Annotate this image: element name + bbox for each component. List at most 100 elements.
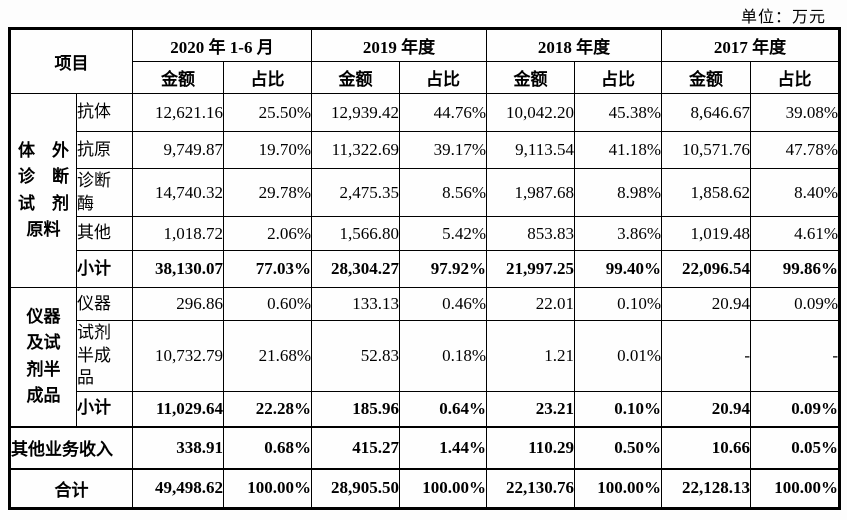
amount-cell: 9,749.87 [132,131,224,169]
amount-cell: 49,498.62 [132,467,224,509]
header-row-periods: 项目 2020 年 1-6 月 2019 年度 2018 年度 2017 年度 [9,28,841,94]
row-label: 试剂 半成 品 [76,320,133,392]
amount-header-cell: 金额 [661,61,752,94]
ratio-cell: 44.76% [399,93,488,132]
ratio-cell: 0.05% [750,425,841,469]
ratio-cell: 3.86% [574,216,663,251]
amount-cell: 1,019.48 [661,216,752,251]
table-row: 抗原 9,749.87 19.70% 11,322.69 39.17% 9,11… [10,131,841,169]
other-income-row: 其他业务收入 338.91 0.68% 415.27 1.44% 110.29 … [9,425,841,469]
ratio-header-cell: 占比 [574,61,663,94]
table-row: 仪器 及试 剂半 成品 仪器 296.86 0.60% 133.13 0.46%… [9,287,841,427]
ratio-cell: 4.61% [750,216,841,251]
ratio-cell: 0.50% [574,425,663,469]
row-label: 抗原 [76,131,133,169]
ratio-cell: 22.28% [222,391,313,427]
amount-cell: 11,029.64 [132,391,224,427]
ratio-cell: 45.38% [574,93,663,132]
item-header-cell: 项目 [9,28,133,94]
ratio-cell: 21.68% [222,320,313,392]
subtotal-row: 小计 38,130.07 77.03% 28,304.27 97.92% 21,… [10,250,841,288]
amount-cell: 14,740.32 [132,168,224,217]
amount-cell: 12,621.16 [132,93,224,132]
ratio-cell: 8.56% [399,168,488,217]
ratio-cell: 100.00% [222,467,313,509]
ratio-cell: 0.09% [750,391,841,427]
period-header-2018: 2018 年度 [486,28,663,62]
amount-cell: 185.96 [311,391,401,427]
amount-cell: 10,042.20 [486,93,576,132]
amount-cell: 22,096.54 [661,250,752,288]
subtotal-row: 小计 11,029.64 22.28% 185.96 0.64% 23.21 0… [10,391,841,427]
amount-cell: 11,322.69 [311,131,401,169]
ratio-cell: 100.00% [750,467,841,509]
amount-cell: 110.29 [486,425,576,469]
amount-cell: 23.21 [486,391,576,427]
ratio-cell: 25.50% [222,93,313,132]
amount-cell: 9,113.54 [486,131,576,169]
ratio-cell: 0.09% [750,287,841,321]
amount-cell: 38,130.07 [132,250,224,288]
ratio-cell: 29.78% [222,168,313,217]
amount-cell: 12,939.42 [311,93,401,132]
ratio-cell: 47.78% [750,131,841,169]
row-label: 其他业务收入 [9,425,133,469]
ratio-cell: 8.98% [574,168,663,217]
amount-cell: 22.01 [486,287,576,321]
ratio-cell: 0.68% [222,425,313,469]
amount-cell: 28,905.50 [311,467,401,509]
row-label: 合计 [9,467,133,509]
row-label: 抗体 [76,93,133,132]
period-header-2017: 2017 年度 [661,28,841,62]
ratio-cell: 8.40% [750,168,841,217]
amount-header-cell: 金额 [311,61,401,94]
ratio-cell: 100.00% [399,467,488,509]
ratio-cell: - [750,320,841,392]
amount-cell: 296.86 [132,287,224,321]
period-header-2019: 2019 年度 [311,28,488,62]
ratio-cell: 0.46% [399,287,488,321]
amount-cell: 1,566.80 [311,216,401,251]
amount-cell: 1.21 [486,320,576,392]
ratio-cell: 5.42% [399,216,488,251]
amount-cell: 1,987.68 [486,168,576,217]
table-row: 其他 1,018.72 2.06% 1,566.80 5.42% 853.83 … [10,216,841,251]
amount-cell: 10,732.79 [132,320,224,392]
amount-header-cell: 金额 [486,61,576,94]
row-label: 仪器 [76,287,133,321]
ratio-cell: 0.10% [574,287,663,321]
revenue-breakdown-table: 项目 2020 年 1-6 月 2019 年度 2018 年度 2017 年度 … [8,27,842,510]
amount-cell: 8,646.67 [661,93,752,132]
ratio-cell: 0.01% [574,320,663,392]
ratio-header-cell: 占比 [222,61,313,94]
ratio-cell: 1.44% [399,425,488,469]
ratio-header-cell: 占比 [399,61,488,94]
header-row-measures: 金额 占比 金额 占比 金额 占比 金额 占比 [10,61,841,94]
amount-cell: 338.91 [132,425,224,469]
ratio-cell: 0.18% [399,320,488,392]
ratio-cell: 0.10% [574,391,663,427]
ratio-cell: 39.17% [399,131,488,169]
amount-cell: 20.94 [661,287,752,321]
amount-cell: 415.27 [311,425,401,469]
amount-cell: 1,018.72 [132,216,224,251]
amount-cell: 28,304.27 [311,250,401,288]
table-row: 试剂 半成 品 10,732.79 21.68% 52.83 0.18% 1.2… [10,320,841,392]
amount-header-cell: 金额 [132,61,224,94]
row-label: 小计 [76,250,133,288]
ratio-cell: 2.06% [222,216,313,251]
amount-cell: 22,128.13 [661,467,752,509]
ratio-cell: 0.64% [399,391,488,427]
total-row: 合计 49,498.62 100.00% 28,905.50 100.00% 2… [9,467,841,509]
ratio-cell: 39.08% [750,93,841,132]
ratio-cell: 97.92% [399,250,488,288]
amount-cell: 52.83 [311,320,401,392]
amount-cell: 10.66 [661,425,752,469]
table-row: 体 外 诊 断 试 剂 原料 抗体 12,621.16 25.50% 12,93… [9,93,841,288]
row-label: 其他 [76,216,133,251]
amount-cell: 20.94 [661,391,752,427]
ratio-cell: 41.18% [574,131,663,169]
ratio-cell: 19.70% [222,131,313,169]
row-label: 诊断 酶 [76,168,133,217]
ratio-cell: 77.03% [222,250,313,288]
